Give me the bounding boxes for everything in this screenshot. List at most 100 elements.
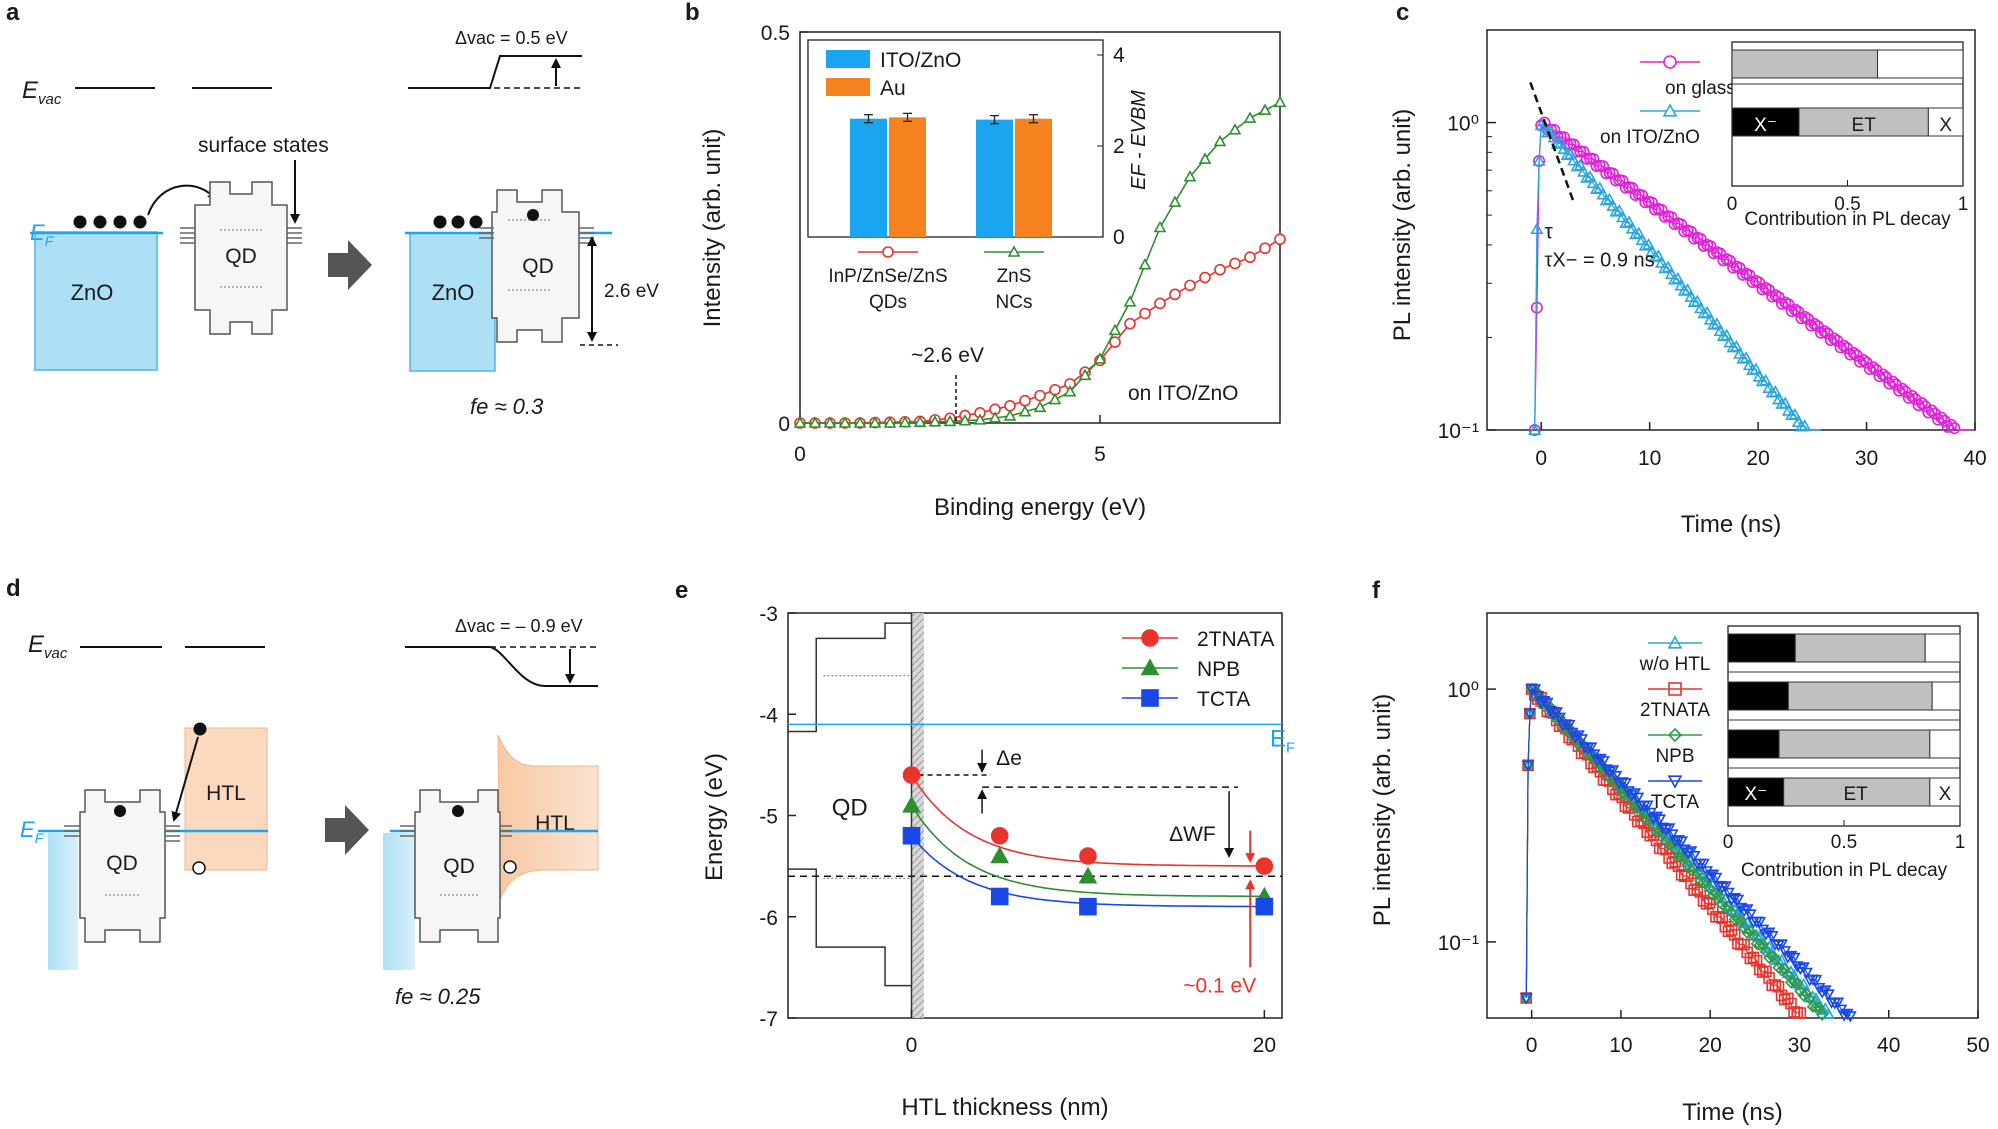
data-point	[1615, 777, 1629, 789]
chart-b: b 0 5 0 0.5 Binding energy (eV) Intensity (arb…	[685, 0, 1287, 521]
data-point	[1843, 1011, 1857, 1023]
stacked-segment	[1778, 729, 1931, 759]
x-tick-label: 50	[1966, 1034, 1989, 1057]
data-point	[1547, 130, 1561, 143]
surface-state-lines-after	[479, 227, 594, 244]
data-point	[1675, 869, 1688, 881]
tau-fit-line	[1529, 82, 1575, 203]
data-point	[1636, 189, 1649, 202]
data-point	[1713, 910, 1725, 923]
segment-label: X	[1939, 115, 1952, 136]
data-point	[1818, 325, 1831, 338]
y-tick-label: 10⁰	[1447, 113, 1479, 136]
x-tick-label: 20	[1253, 1034, 1276, 1057]
data-point	[1710, 317, 1724, 330]
data-point	[1906, 390, 1919, 403]
data-point	[1048, 392, 1062, 405]
gap-label: 2.6 eV	[604, 281, 659, 302]
data-point	[1656, 826, 1670, 840]
data-point	[902, 766, 921, 784]
data-point	[1768, 385, 1783, 397]
data-point	[1642, 237, 1656, 250]
data-point	[1560, 148, 1574, 161]
data-point	[1108, 323, 1122, 336]
electron-dot	[193, 722, 207, 736]
data-point	[1079, 897, 1097, 916]
data-point	[1632, 226, 1646, 239]
data-point	[1700, 305, 1714, 318]
data-point	[1109, 336, 1121, 348]
data-point	[1785, 997, 1797, 1010]
data-point	[1712, 880, 1726, 893]
data-point	[1787, 952, 1801, 965]
data-point	[1719, 881, 1732, 893]
data-point	[1606, 199, 1620, 211]
ef-label-d: EF	[20, 817, 45, 846]
data-point	[1715, 882, 1729, 894]
data-point	[990, 887, 1009, 906]
data-point	[1584, 742, 1598, 754]
data-point	[1141, 629, 1159, 647]
data-point	[1229, 257, 1241, 270]
data-point	[868, 416, 882, 428]
qd-band-diagram: QD	[194, 181, 288, 335]
qd-band-diagram-d-after: QD	[414, 789, 501, 943]
legend-label: 2TNATA	[1640, 700, 1710, 721]
data-point	[1213, 134, 1227, 147]
data-point	[1018, 405, 1032, 417]
red-annotation: ~0.1 eV	[1183, 975, 1256, 998]
data-point	[898, 415, 912, 428]
delta-wf-label: ΔWF	[1169, 823, 1216, 846]
electron-dot	[114, 805, 126, 817]
data-point	[1867, 361, 1880, 374]
inset-bar	[889, 117, 926, 237]
data-point	[1797, 962, 1810, 974]
data-point	[1716, 912, 1729, 924]
data-point	[1822, 989, 1835, 1001]
data-point	[1691, 883, 1704, 895]
segment-label: ET	[1843, 784, 1868, 805]
data-point	[823, 416, 837, 428]
data-point	[1609, 204, 1623, 217]
data-point	[1519, 993, 1533, 1005]
data-point	[1747, 951, 1760, 964]
data-point	[1709, 872, 1723, 885]
data-point	[1550, 707, 1563, 719]
electron-dot	[452, 805, 464, 817]
data-point	[1625, 221, 1639, 234]
data-point	[1653, 814, 1667, 826]
data-point	[1619, 778, 1632, 790]
inset-y-tick-label: 4	[1113, 44, 1125, 67]
data-point	[1791, 976, 1804, 990]
data-point	[1625, 795, 1638, 809]
data-point	[882, 246, 894, 258]
data-point	[1775, 989, 1788, 1002]
plot-frame	[799, 31, 1281, 424]
data-point	[1759, 373, 1773, 386]
data-point	[990, 826, 1009, 845]
x-axis-label: Binding energy (eV)	[934, 494, 1146, 521]
zno-label-after: ZnO	[432, 280, 475, 305]
sample-annotation: on ITO/ZnO	[1128, 382, 1239, 405]
data-point	[1762, 927, 1776, 939]
qd-label: QD	[225, 245, 257, 268]
ef-label: EF	[30, 220, 55, 249]
data-point	[1794, 1007, 1807, 1019]
data-point	[1784, 950, 1798, 963]
x-axis-label: Time (ns)	[1682, 1099, 1782, 1126]
data-point	[1540, 697, 1554, 710]
data-point	[1198, 152, 1212, 164]
data-point	[1768, 939, 1782, 951]
data-point	[1228, 123, 1242, 135]
data-point	[1816, 1008, 1829, 1021]
legend-swatch	[826, 50, 870, 68]
stacked-segment	[1924, 633, 1961, 663]
data-point	[1725, 894, 1738, 906]
data-point	[808, 416, 822, 428]
data-point	[1720, 328, 1734, 341]
category-label-0: InP/ZnSe/ZnS	[828, 266, 947, 287]
data-point	[1141, 689, 1159, 707]
electron-dot	[73, 215, 87, 229]
legend-label: w/o HTL	[1639, 654, 1711, 675]
